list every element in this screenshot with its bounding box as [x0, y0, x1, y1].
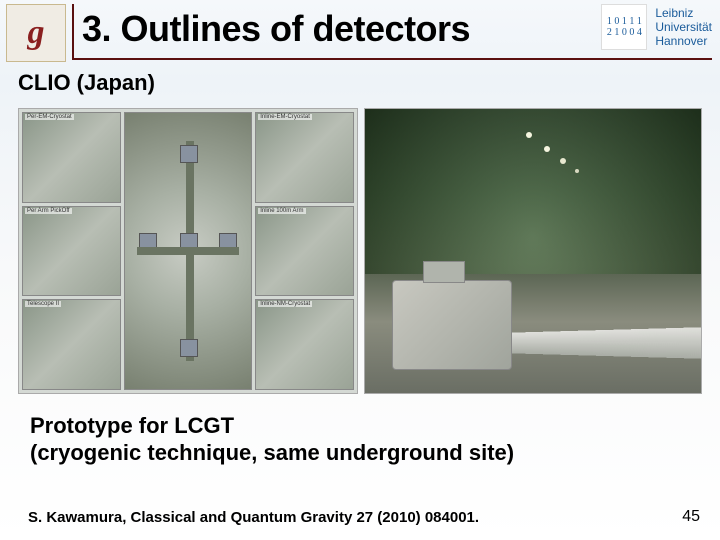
luh-text: Leibniz Universität Hannover — [655, 6, 712, 48]
tunnel-lights-icon — [526, 132, 532, 138]
caption-line-2: (cryogenic technique, same underground s… — [30, 439, 720, 466]
project-logo-glyph: g — [28, 14, 45, 52]
slide-footer: S. Kawamura, Classical and Quantum Gravi… — [28, 508, 700, 526]
panel-inline-em-cryostat: Inline-EM-Cryostat — [255, 112, 354, 203]
luh-line-2: Universität — [655, 20, 712, 34]
caption-line-1: Prototype for LCGT — [30, 412, 720, 439]
page-number: 45 — [682, 508, 700, 526]
figure-caption: Prototype for LCGT (cryogenic technique,… — [30, 412, 720, 466]
slide-header: g 3. Outlines of detectors 1 0 1 1 1 2 1… — [0, 0, 720, 62]
header-divider — [72, 4, 74, 60]
luh-line-3: Hannover — [655, 34, 712, 48]
figure-row: Per-EM-Cryostat Inline-EM-Cryostat Per A… — [18, 108, 702, 394]
detector-name: CLIO (Japan) — [18, 70, 720, 96]
project-logo: g — [6, 4, 66, 62]
slide-title: 3. Outlines of detectors — [82, 8, 470, 50]
citation: S. Kawamura, Classical and Quantum Gravi… — [28, 509, 479, 526]
composite-diagram: Per-EM-Cryostat Inline-EM-Cryostat Per A… — [18, 108, 358, 394]
panel-center-layout — [124, 112, 252, 390]
panel-per-em-cryostat: Per-EM-Cryostat — [22, 112, 121, 203]
header-underline — [72, 58, 712, 60]
panel-inline-nm-cryostat: Inline-NM-Cryostat — [255, 299, 354, 390]
interferometer-schematic-icon — [137, 141, 238, 362]
panel-telescope: Telescope II — [22, 299, 121, 390]
university-logo: 1 0 1 1 1 2 1 0 0 4 Leibniz Universität … — [601, 4, 712, 50]
cryostat-equipment — [392, 280, 512, 370]
tunnel-photo — [364, 108, 702, 394]
luh-line-1: Leibniz — [655, 6, 712, 20]
luh-mark-icon: 1 0 1 1 1 2 1 0 0 4 — [601, 4, 647, 50]
panel-per-arm-pickoff: Per Arm PickOff — [22, 206, 121, 297]
panel-inline-100m-arm: Inline 100m Arm — [255, 206, 354, 297]
